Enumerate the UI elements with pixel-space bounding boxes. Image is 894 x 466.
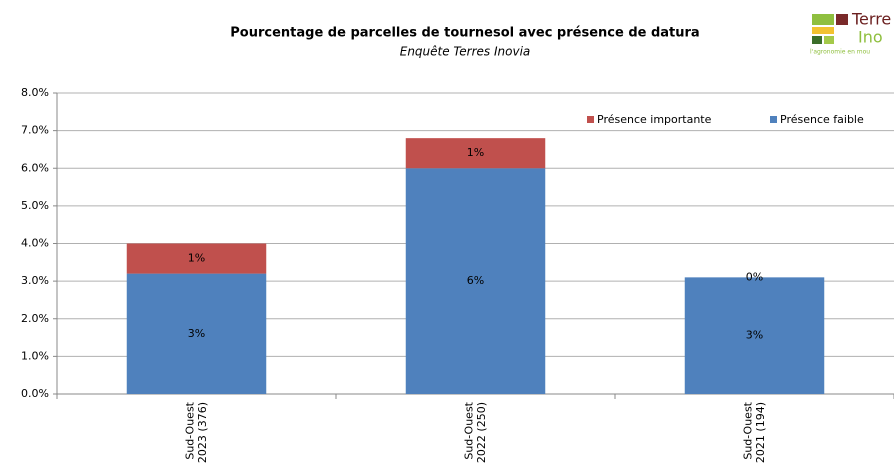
bar-segment xyxy=(126,243,267,274)
y-tick-label: 2.0% xyxy=(21,312,49,325)
value-label: 1% xyxy=(188,252,205,265)
y-tick-label: 5.0% xyxy=(21,199,49,212)
y-tick-label: 3.0% xyxy=(21,274,49,287)
logo: Terre Ino l'agronomie en mou xyxy=(810,10,891,56)
x-tick-label-line: 2023 (376) xyxy=(196,402,209,463)
logo-tagline: l'agronomie en mou xyxy=(810,49,870,56)
y-tick-label: 4.0% xyxy=(21,237,49,250)
y-tick-label: 6.0% xyxy=(21,161,49,174)
legend-swatch xyxy=(770,116,777,123)
logo-block xyxy=(812,27,834,34)
chart-title: Pourcentage de parcelles de tournesol av… xyxy=(230,26,699,41)
y-tick-label: 7.0% xyxy=(21,124,49,137)
y-tick-label: 8.0% xyxy=(21,86,49,99)
logo-block xyxy=(824,36,834,44)
y-tick-label: 1.0% xyxy=(21,349,49,362)
logo-block xyxy=(836,14,848,25)
legend-label: Présence importante xyxy=(597,113,712,126)
logo-text: Terre xyxy=(851,10,891,29)
logo-text: Ino xyxy=(858,28,883,47)
value-label: 0% xyxy=(746,270,763,283)
bar-segment xyxy=(126,273,267,394)
bar-segment xyxy=(405,168,546,394)
value-label: 3% xyxy=(746,329,763,342)
bar-segment xyxy=(405,138,546,169)
x-tick-label-line: Sud-Ouest xyxy=(462,401,475,459)
x-tick-label-line: Sud-Ouest xyxy=(183,401,196,459)
x-tick-label-line: Sud-Ouest xyxy=(741,401,754,459)
chart-subtitle: Enquête Terres Inovia xyxy=(400,45,531,59)
logo-block xyxy=(812,36,822,44)
x-tick-label: Sud-Ouest2021 (194) xyxy=(741,401,767,463)
value-label: 3% xyxy=(188,327,205,340)
x-tick-label: Sud-Ouest2023 (376) xyxy=(183,401,209,463)
legend-swatch xyxy=(587,116,594,123)
x-tick-label: Sud-Ouest2022 (250) xyxy=(462,401,488,463)
value-label: 1% xyxy=(467,146,484,159)
legend-label: Présence faible xyxy=(780,113,864,126)
logo-block xyxy=(812,14,834,25)
bar-segment xyxy=(684,277,825,394)
x-tick-label-line: 2022 (250) xyxy=(475,402,488,463)
y-tick-label: 0.0% xyxy=(21,387,49,400)
value-label: 6% xyxy=(467,274,484,287)
x-tick-label-line: 2021 (194) xyxy=(754,402,767,463)
